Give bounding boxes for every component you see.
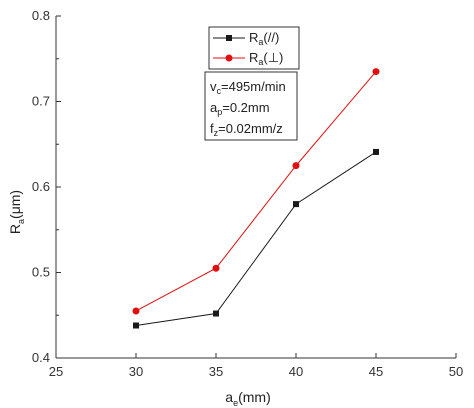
y-tick-label: 0.4 — [32, 350, 50, 365]
legend-label-1: Ra(//) — [249, 30, 279, 47]
series-1-point — [293, 201, 299, 208]
legend: Ra(//) Ra(⊥) — [208, 26, 300, 70]
y-axis-title-main: R — [7, 224, 23, 234]
x-tick-label: 25 — [49, 364, 63, 379]
x-tick-label: 35 — [209, 364, 223, 379]
legend-label-1-rest: (//) — [263, 30, 279, 45]
annotation-cutting-speed: vc=495m/min — [210, 79, 286, 96]
annotation-depth-of-cut: ap=0.2mm — [210, 100, 270, 117]
x-axis-title-main: a — [225, 389, 233, 405]
series-1-point — [213, 310, 219, 317]
legend-label-2-sub: a — [258, 57, 263, 67]
series-1-line — [135, 151, 377, 327]
legend-label-2-rest: (⊥) — [263, 50, 283, 65]
series-2-point — [132, 307, 140, 315]
annotation-depth-of-cut-main: a — [210, 100, 218, 115]
annotation-cutting-speed-sub: c — [217, 86, 222, 96]
x-tick-label: 30 — [129, 364, 143, 379]
series-2-point — [372, 68, 380, 76]
annotation-depth-of-cut-rest: =0.2mm — [222, 100, 269, 115]
y-axis-title-sub: a — [16, 219, 26, 224]
axis-ticks: 25 30 35 40 45 50 0.4 0.5 0.6 0.7 0.8 — [32, 8, 463, 379]
annotation-feed-per-tooth-sub: z — [214, 128, 219, 138]
annotation-cutting-speed-rest: =495m/min — [221, 79, 286, 94]
series-2-point — [212, 264, 220, 272]
annotation-feed-per-tooth-rest: =0.02mm/z — [218, 121, 283, 136]
y-axis-title: Ra(μm) — [7, 190, 26, 234]
legend-swatch-marker-1 — [226, 35, 232, 41]
legend-label-1-main: R — [249, 30, 258, 45]
x-tick-label: 40 — [289, 364, 303, 379]
conditions-annotation: vc=495m/min ap=0.2mm fz=0.02mm/z — [204, 71, 298, 141]
series-1-point — [133, 322, 139, 329]
conditions-box — [204, 71, 298, 141]
series-1-point — [373, 148, 379, 155]
legend-label-2-main: R — [249, 50, 258, 65]
annotation-cutting-speed-main: v — [210, 79, 217, 94]
annotation-feed-per-tooth-main: f — [210, 121, 214, 136]
x-axis-title-sub: e — [233, 398, 238, 408]
x-axis-title-rest: (mm) — [238, 389, 271, 405]
legend-label-1-sub: a — [258, 37, 263, 47]
annotation-feed-per-tooth: fz=0.02mm/z — [210, 121, 283, 138]
legend-box — [208, 26, 300, 70]
y-tick-label: 0.8 — [32, 8, 50, 23]
y-tick-label: 0.7 — [32, 94, 50, 109]
annotation-depth-of-cut-sub: p — [217, 107, 222, 117]
y-tick-label: 0.6 — [32, 179, 50, 194]
legend-label-2: Ra(⊥) — [249, 50, 283, 67]
y-axis-title-rest: (μm) — [7, 190, 23, 219]
series-2-point — [292, 162, 300, 170]
y-tick-label: 0.5 — [32, 265, 50, 280]
x-axis-title: ae(mm) — [225, 389, 270, 408]
x-tick-label: 50 — [449, 364, 463, 379]
series-2-line — [135, 71, 377, 312]
x-tick-label: 45 — [369, 364, 383, 379]
series-layer — [132, 68, 380, 329]
legend-swatch-marker-2 — [225, 54, 233, 62]
